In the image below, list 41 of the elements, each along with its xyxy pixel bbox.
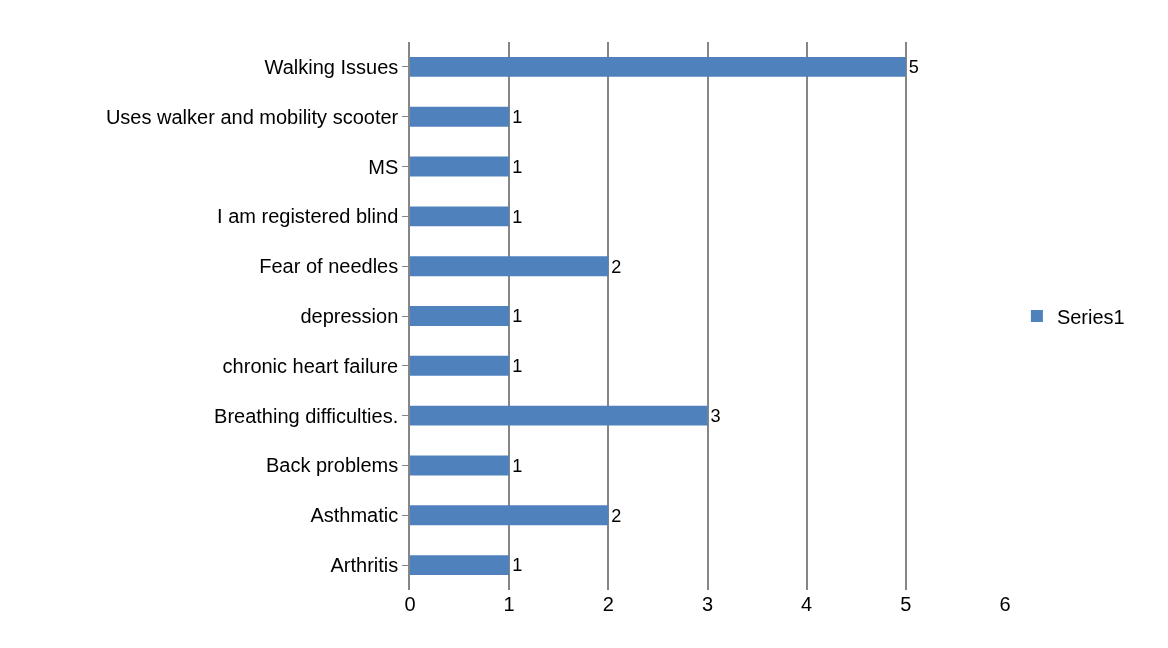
bar — [410, 455, 510, 476]
bar — [410, 206, 510, 227]
y-tick-label: Fear of needles — [259, 255, 399, 278]
data-label: 1 — [512, 206, 523, 227]
bar — [410, 56, 906, 77]
data-label: 1 — [512, 555, 523, 576]
y-tick-label: Asthmatic — [310, 504, 399, 527]
data-label: 1 — [512, 306, 523, 327]
data-label: 2 — [611, 256, 622, 277]
bar — [410, 256, 609, 277]
x-tick-label: 0 — [404, 593, 416, 615]
bar — [410, 555, 510, 576]
data-label: 1 — [512, 356, 523, 377]
bar — [410, 106, 510, 127]
y-tick-label: Back problems — [265, 454, 399, 477]
x-tick-label: 1 — [503, 593, 515, 615]
y-tick-label: Walking Issues — [264, 55, 399, 78]
data-label: 1 — [512, 156, 523, 177]
y-tick-label: Breathing difficulties. — [214, 404, 399, 427]
data-label: 1 — [512, 107, 523, 128]
x-tick-label: 6 — [999, 593, 1011, 615]
y-tick-label: Arthritis — [330, 554, 399, 577]
y-tick-label: Uses walker and mobility scooter — [105, 105, 399, 128]
data-label: 3 — [710, 405, 721, 426]
x-tick-label: 5 — [900, 593, 912, 615]
data-label: 2 — [611, 505, 622, 526]
bar — [410, 405, 708, 426]
x-tick-label: 3 — [701, 593, 714, 615]
y-tick-label: I am registered blind — [217, 205, 399, 228]
bar — [410, 156, 510, 177]
bar — [410, 505, 609, 526]
y-tick-label: MS — [368, 155, 399, 178]
y-tick-label: chronic heart failure — [222, 354, 399, 377]
y-tick-label: depression — [300, 305, 399, 327]
legend-label: Series1 — [1056, 305, 1125, 328]
bar — [410, 306, 510, 326]
x-tick-label: 2 — [602, 593, 614, 615]
x-tick-label: 4 — [801, 593, 813, 615]
bar — [410, 355, 510, 376]
data-label: 1 — [512, 455, 523, 476]
data-label: 5 — [908, 57, 919, 78]
